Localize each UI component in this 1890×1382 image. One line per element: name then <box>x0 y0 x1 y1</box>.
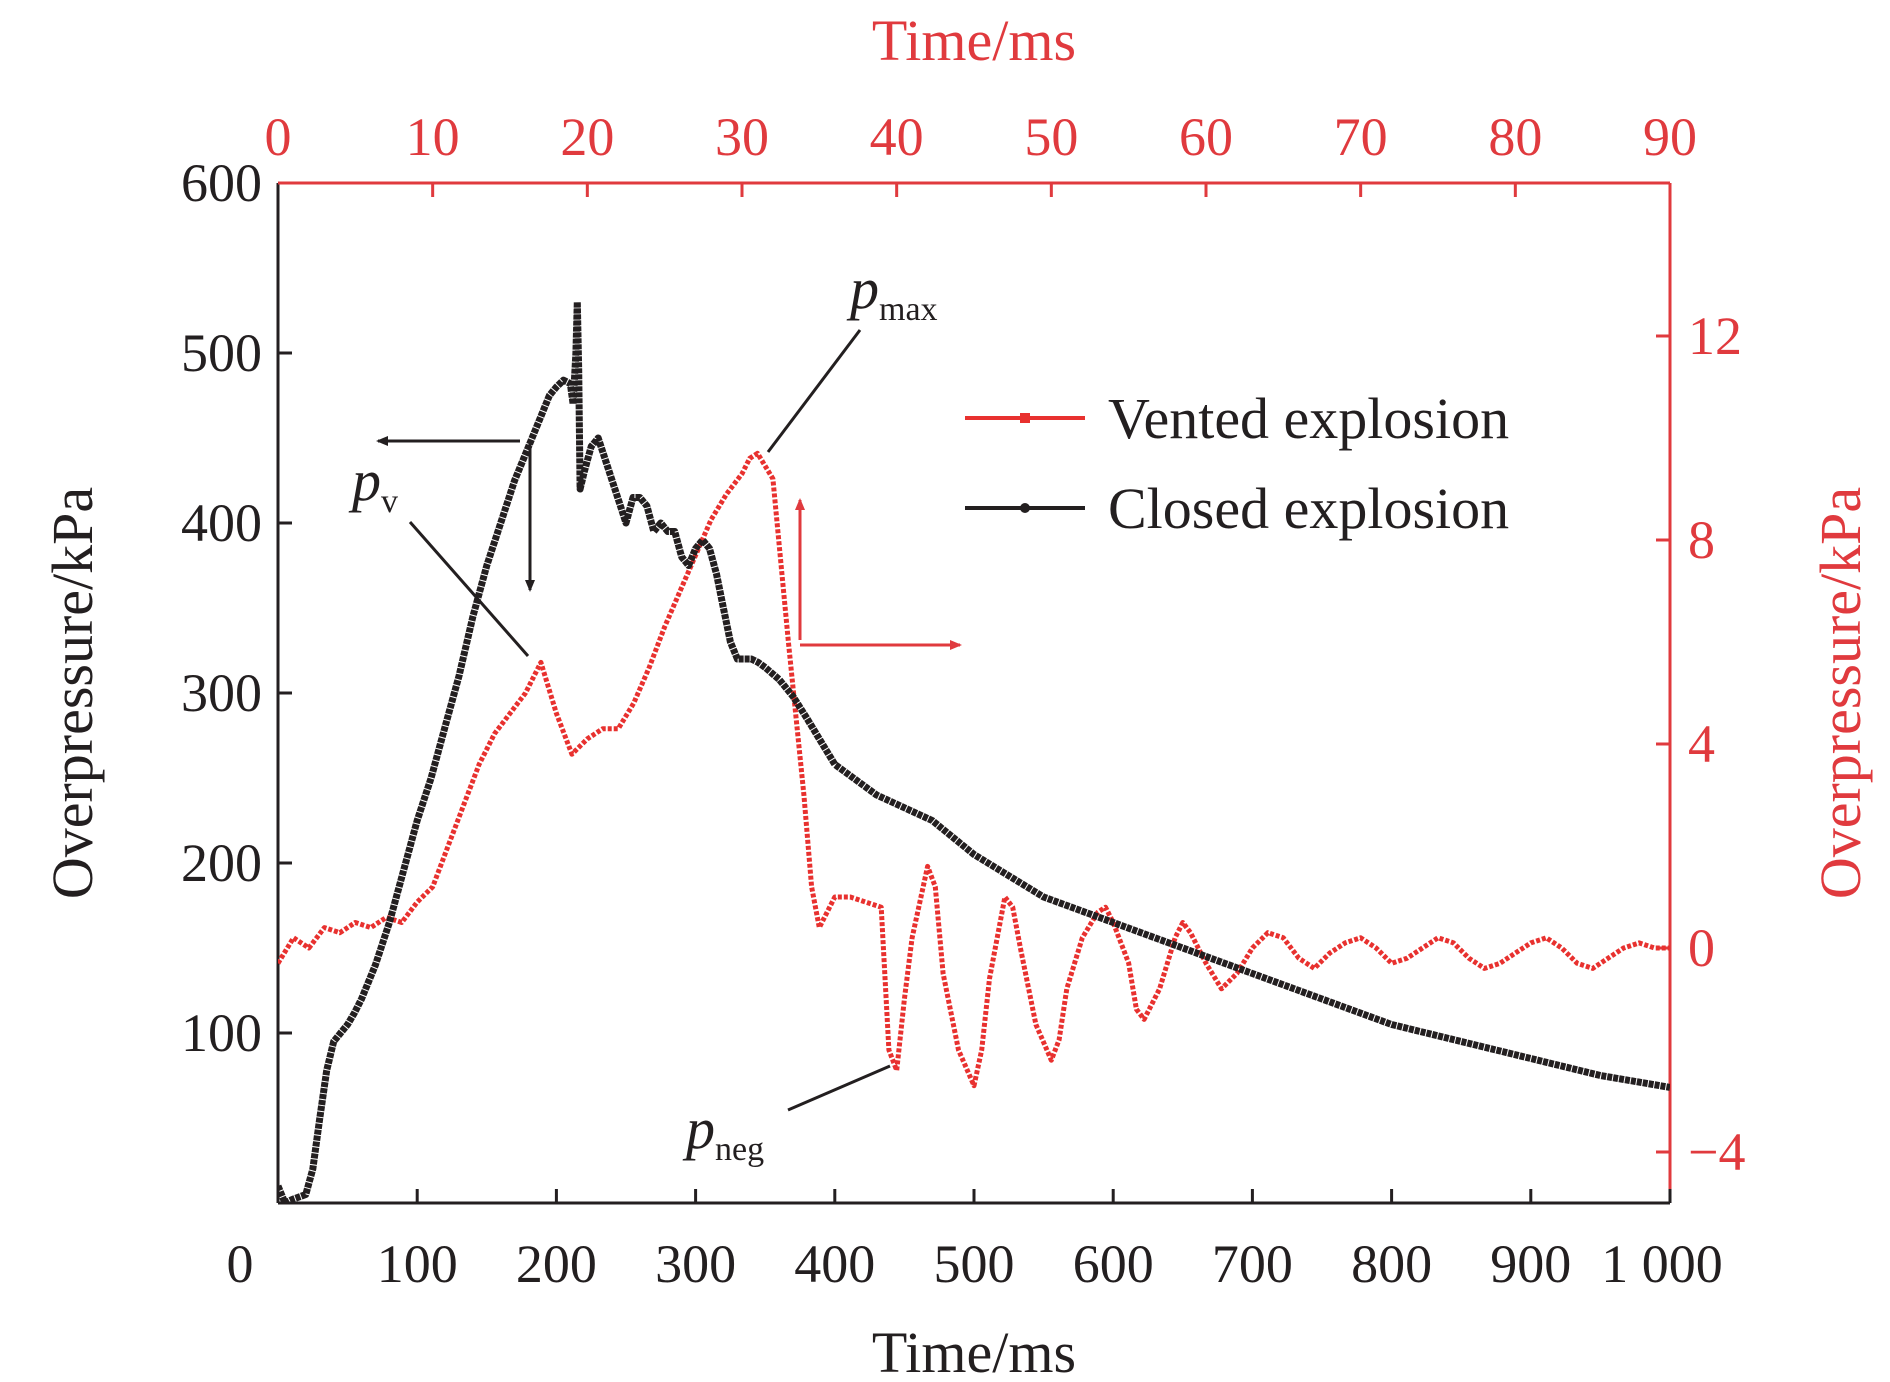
legend-marker-closed <box>1020 503 1030 513</box>
origin-tick-label: 0 <box>227 1234 254 1294</box>
y-right-tick-label: 4 <box>1688 714 1715 774</box>
leader-p-max <box>766 329 862 453</box>
annotation-p-v: pv <box>348 448 398 520</box>
y-right-tick-label: 8 <box>1688 510 1715 570</box>
leader-p-v <box>408 521 530 657</box>
y-left-ticks: 100 200 300 400 500 600 <box>181 153 292 1063</box>
x-bottom-tick-label: 300 <box>655 1234 736 1294</box>
x-bottom-tick-label: 600 <box>1073 1234 1154 1294</box>
x-top-ticks: 0 10 20 30 40 50 60 70 80 90 <box>265 107 1697 197</box>
y-left-tick-label: 300 <box>181 663 262 723</box>
x-top-tick-label: 10 <box>406 107 460 167</box>
x-top-tick-label: 90 <box>1643 107 1697 167</box>
annotation-p-neg: pneg <box>682 1096 764 1168</box>
y-left-tick-label: 600 <box>181 153 262 213</box>
y-right-tick-label: 12 <box>1688 306 1742 366</box>
series-vented-explosion <box>278 450 1670 1089</box>
x-top-tick-label: 80 <box>1488 107 1542 167</box>
x-bottom-tick-label: 200 <box>516 1234 597 1294</box>
x-bottom-tick-label: 400 <box>794 1234 875 1294</box>
x-bottom-axis-label: Time/ms <box>872 1320 1076 1382</box>
legend: Vented explosion Closed explosion <box>965 386 1509 541</box>
x-bottom-tick-label: 1 000 <box>1601 1234 1723 1294</box>
x-top-tick-label: 60 <box>1179 107 1233 167</box>
x-top-tick-label: 40 <box>870 107 924 167</box>
y-left-tick-label: 400 <box>181 493 262 553</box>
x-bottom-tick-label: 500 <box>934 1234 1015 1294</box>
x-top-tick-label: 30 <box>715 107 769 167</box>
x-bottom-ticks: 100 200 300 400 500 600 700 800 900 1 000 <box>377 1189 1723 1294</box>
series-closed-explosion <box>278 298 1670 1203</box>
legend-label-closed: Closed explosion <box>1108 476 1509 541</box>
x-top-tick-label: 50 <box>1024 107 1078 167</box>
legend-marker-vented <box>1020 413 1030 423</box>
x-bottom-tick-label: 900 <box>1490 1234 1571 1294</box>
y-left-axis-label: Overpressure/kPa <box>40 487 105 899</box>
y-left-tick-label: 100 <box>181 1003 262 1063</box>
x-bottom-tick-label: 800 <box>1351 1234 1432 1294</box>
x-top-tick-label: 0 <box>265 107 292 167</box>
x-top-axis-label: Time/ms <box>872 8 1076 73</box>
x-bottom-tick-label: 700 <box>1212 1234 1293 1294</box>
y-right-ticks: −4 0 4 8 12 <box>1656 306 1745 1182</box>
legend-label-vented: Vented explosion <box>1108 386 1509 451</box>
leader-p-neg <box>787 1064 891 1112</box>
x-top-tick-label: 20 <box>560 107 614 167</box>
y-left-tick-label: 500 <box>181 323 262 383</box>
y-left-tick-label: 200 <box>181 833 262 893</box>
x-top-tick-label: 70 <box>1334 107 1388 167</box>
y-right-axis-label: Overpressure/kPa <box>1808 487 1873 899</box>
y-right-tick-label: 0 <box>1688 918 1715 978</box>
annotation-p-max: pmax <box>846 256 938 328</box>
x-bottom-tick-label: 100 <box>377 1234 458 1294</box>
y-right-tick-label: −4 <box>1688 1122 1745 1182</box>
